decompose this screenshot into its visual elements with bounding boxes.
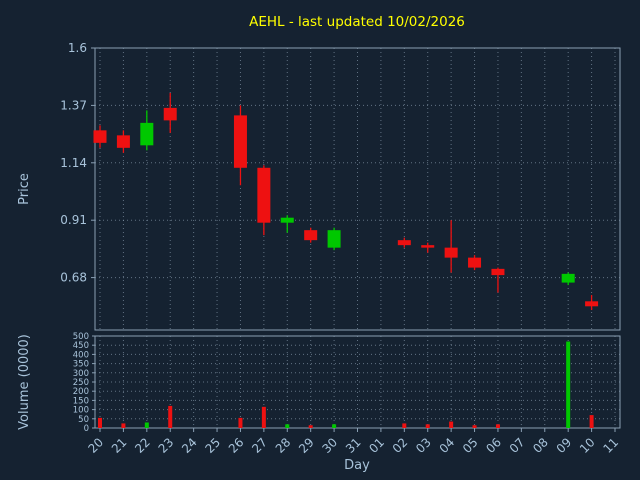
volume-tick-label: 0: [84, 424, 89, 434]
price-panel-border: [94, 47, 621, 331]
x-tick-label: 28: [273, 435, 294, 456]
volume-bar: [402, 423, 407, 428]
volume-tick-label: 500: [73, 332, 89, 342]
candle-body: [116, 135, 130, 148]
candle-body: [280, 217, 294, 223]
candle-body: [140, 122, 154, 146]
volume-bar: [472, 425, 477, 428]
grid-layer: [95, 47, 620, 429]
x-tick-label: 31: [343, 435, 364, 456]
price-tick-label: 1.37: [60, 98, 87, 112]
volume-bar: [332, 424, 337, 428]
x-tick-label: 09: [554, 435, 575, 456]
candle-body: [421, 245, 435, 248]
candle-body: [397, 240, 411, 246]
x-tick-label: 02: [390, 435, 411, 456]
volume-bar: [449, 421, 454, 428]
volume-bar: [495, 424, 500, 428]
volume-axis-label: Volume (0000): [17, 334, 32, 430]
x-tick-label: 26: [226, 435, 247, 456]
volume-tick-label: 250: [73, 378, 89, 388]
volume-bar: [121, 423, 126, 428]
x-tick-label: 25: [202, 435, 223, 456]
volume-bar: [566, 341, 571, 428]
candle-body: [163, 107, 177, 121]
volume-tick-label: 150: [73, 396, 89, 406]
candle-body: [304, 230, 318, 241]
volume-bar: [308, 425, 313, 428]
x-tick-label: 23: [156, 435, 177, 456]
volume-bar: [168, 405, 173, 428]
candle-body: [561, 273, 575, 283]
volume-bar: [425, 424, 430, 428]
x-tick-label: 11: [600, 435, 621, 456]
x-tick-label: 06: [483, 435, 504, 456]
x-tick-label: 24: [179, 435, 200, 456]
candle-body: [327, 230, 341, 248]
volume-tick-label: 50: [78, 415, 89, 425]
candle-body: [233, 115, 247, 168]
x-tick-label: 01: [366, 435, 387, 456]
x-tick-label: 20: [85, 435, 106, 456]
volume-bar: [285, 424, 290, 428]
volume-tick-label: 350: [73, 360, 89, 370]
axes-layer: 20 21 22 23 24 25 26 27 28 29 30 31 01 02 03 04 05 06 07 08…: [60, 41, 621, 456]
volume-tick-label: 400: [73, 350, 89, 360]
candle-body: [491, 268, 505, 276]
volume-bar: [589, 415, 594, 428]
candle-body: [468, 257, 482, 268]
candle-body: [93, 130, 107, 143]
volume-bar: [98, 417, 102, 428]
x-tick-label: 29: [296, 435, 317, 456]
volume-panel-border: [94, 335, 621, 429]
volume-bar: [238, 417, 243, 428]
volume-tick-label: 450: [73, 341, 89, 351]
x-tick-label: 05: [460, 435, 481, 456]
x-tick-label: 30: [320, 435, 341, 456]
volume-tick-label: 100: [73, 406, 89, 416]
x-tick-label: 27: [249, 435, 270, 456]
volume-tick-label: 200: [73, 387, 89, 397]
x-tick-label: 04: [437, 435, 458, 456]
x-axis-label: Day: [344, 458, 370, 473]
x-tick-label: 10: [577, 435, 598, 456]
candle-body: [585, 301, 599, 307]
candle-body: [444, 247, 458, 258]
candle-body: [257, 167, 271, 223]
price-axis-label: Price: [17, 173, 32, 205]
price-tick-label: 1.14: [60, 156, 87, 170]
volume-bar: [144, 422, 149, 428]
x-tick-label: 03: [413, 435, 434, 456]
x-tick-label: 07: [507, 435, 528, 456]
price-tick-label: 1.6: [68, 41, 87, 55]
x-tick-label: 21: [109, 435, 130, 456]
x-tick-label: 08: [530, 435, 551, 456]
volume-bar: [261, 406, 266, 428]
volume-tick-label: 300: [73, 369, 89, 379]
candles-layer: [93, 92, 599, 428]
price-tick-label: 0.68: [60, 271, 87, 285]
x-tick-label: 22: [132, 435, 153, 456]
price-tick-label: 0.91: [60, 213, 87, 227]
chart-title: AEHL - last updated 10/02/2026: [249, 14, 465, 30]
